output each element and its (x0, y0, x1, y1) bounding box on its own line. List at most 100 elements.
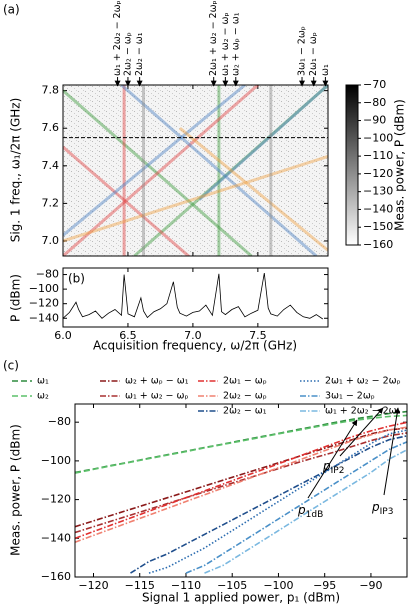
product-label: 3ω₁ − 2ωₚ (297, 26, 308, 76)
mixing-lines (63, 85, 328, 256)
x-tick-label: −105 (217, 579, 247, 592)
frame (62, 84, 329, 257)
legend-label: 2ω₂ − ω₁ (223, 406, 267, 417)
colorbar-label: Meas. power, P (dBm) (393, 99, 407, 231)
colorbar-tick-label: −150 (363, 220, 393, 233)
x-tick-label: −100 (263, 579, 293, 592)
mixing-line (63, 154, 328, 243)
annotation-main: p (371, 500, 380, 514)
mixing-line (178, 127, 328, 252)
annotation-arrow (339, 407, 384, 457)
spectrum-line (62, 273, 324, 320)
mixing-line (120, 85, 318, 256)
annotation: pIP3 (371, 500, 393, 517)
legend-label: 3ω₁ − 2ωₚ (325, 391, 375, 402)
annotation-sub: IP3 (380, 507, 394, 517)
mixing-line (198, 85, 328, 201)
colorbar-tick-label: −100 (363, 131, 393, 144)
annotation-main: p (297, 503, 306, 517)
y-tick-label: 7.8 (42, 84, 60, 97)
x-tick-label: 7.5 (249, 329, 267, 342)
legend-label: ω₁ + ω₂ − ωₚ (125, 391, 189, 402)
panel-label: (b) (68, 272, 85, 286)
x-tick-label: −95 (313, 579, 336, 592)
y-axis-label: P (dBm) (9, 274, 23, 322)
frame (62, 267, 329, 328)
colorbar-tick-label: −80 (363, 96, 386, 109)
series-line (75, 426, 407, 543)
series-line (75, 421, 407, 540)
mixing-line (133, 85, 328, 256)
y-tick-label: −80 (48, 415, 71, 428)
panel-label: (a) (3, 3, 20, 17)
x-tick-label: −115 (125, 579, 155, 592)
y-tick-label: −120 (41, 493, 71, 506)
y-tick-label: 7.0 (42, 234, 60, 247)
annotation: p1dB (297, 503, 323, 520)
heatmap-background (63, 85, 328, 256)
series-line (204, 448, 407, 574)
legend-label: 2ω₁ − ωₚ (223, 376, 267, 387)
colorbar-tick-label: −90 (363, 114, 386, 127)
y-tick-label: −100 (29, 282, 59, 295)
legend-label: 2ω₂ − ωₚ (223, 391, 267, 402)
colorbar-tick-label: −120 (363, 167, 393, 180)
series-line (75, 427, 407, 528)
y-axis-label: Sig. 1 freq., ω₁/2π (GHz) (9, 98, 23, 243)
product-label: 2ω₂ − ωₚ (122, 32, 133, 76)
y-tick-label: −100 (41, 454, 71, 467)
product-label: ω₁ (320, 64, 331, 76)
product-label: 2ω₁ + ω₂ − 2ωₚ (208, 0, 219, 76)
colorbar-tick-label: −130 (363, 185, 393, 198)
series-line (75, 432, 407, 534)
x-tick-label: 7.0 (184, 329, 202, 342)
annotation-sub: IP2 (331, 466, 345, 476)
y-tick-label: 7.4 (42, 159, 60, 172)
colorbar-tick-label: −70 (363, 78, 386, 91)
product-label: ω₁ + 2ω₂ − 2ωₚ (112, 0, 123, 76)
legend-label: ω₂ + ωₚ − ω₁ (125, 376, 189, 387)
legend-label: ω₂ (37, 391, 49, 402)
mixing-line (63, 89, 253, 256)
x-tick-label: −90 (359, 579, 382, 592)
product-label: ω₁ + ω₂ − ωₚ (220, 12, 231, 76)
annotation-sub: 1dB (306, 510, 324, 520)
frame (74, 403, 408, 578)
x-tick-label: −120 (78, 579, 108, 592)
y-tick-label: −140 (29, 311, 59, 324)
product-label: ω₂ + ωₚ − ω₁ (230, 12, 241, 76)
y-tick-label: 7.2 (42, 196, 60, 209)
y-axis-label: Meas. power, P (dBm) (9, 424, 23, 556)
annotation: pIP2 (322, 459, 344, 476)
y-tick-label: −120 (29, 297, 59, 310)
x-tick-label: 6.5 (119, 329, 137, 342)
legend-label: ω₁ + 2ω₂ − 2ωₚ (325, 406, 401, 417)
series-line (185, 441, 407, 574)
colorbar-tick-label: −160 (363, 238, 393, 251)
legend-label: 2ω₁ + ω₂ − 2ωₚ (325, 376, 401, 387)
product-label: 2ω₁ − ωₚ (308, 32, 319, 76)
series-line (130, 435, 407, 574)
colorbar-tick-label: −140 (363, 202, 393, 215)
x-axis-label: Acquisition frequency, ω/2π (GHz) (93, 339, 297, 353)
legend-label: ω₁ (37, 376, 49, 387)
annotation-arrow (383, 407, 401, 496)
annotation-arrow (307, 419, 358, 499)
y-tick-label: −160 (41, 570, 71, 583)
mixing-line (63, 85, 259, 256)
product-label: 2ω₂ − ω₁ (134, 32, 145, 76)
colorbar-tick-label: −110 (363, 149, 393, 162)
colorbar (345, 84, 359, 246)
x-tick-label: 6.0 (54, 329, 72, 342)
x-tick-label: −110 (171, 579, 201, 592)
mixing-line (63, 85, 246, 237)
mixing-line (63, 145, 191, 256)
annotation-main: p (322, 459, 331, 473)
y-tick-label: 7.6 (42, 121, 60, 134)
y-tick-label: −140 (41, 531, 71, 544)
x-axis-label: Signal 1 applied power, p₁ (dBm) (142, 591, 340, 605)
y-tick-label: −80 (36, 268, 59, 281)
panel-label: (c) (3, 359, 19, 373)
